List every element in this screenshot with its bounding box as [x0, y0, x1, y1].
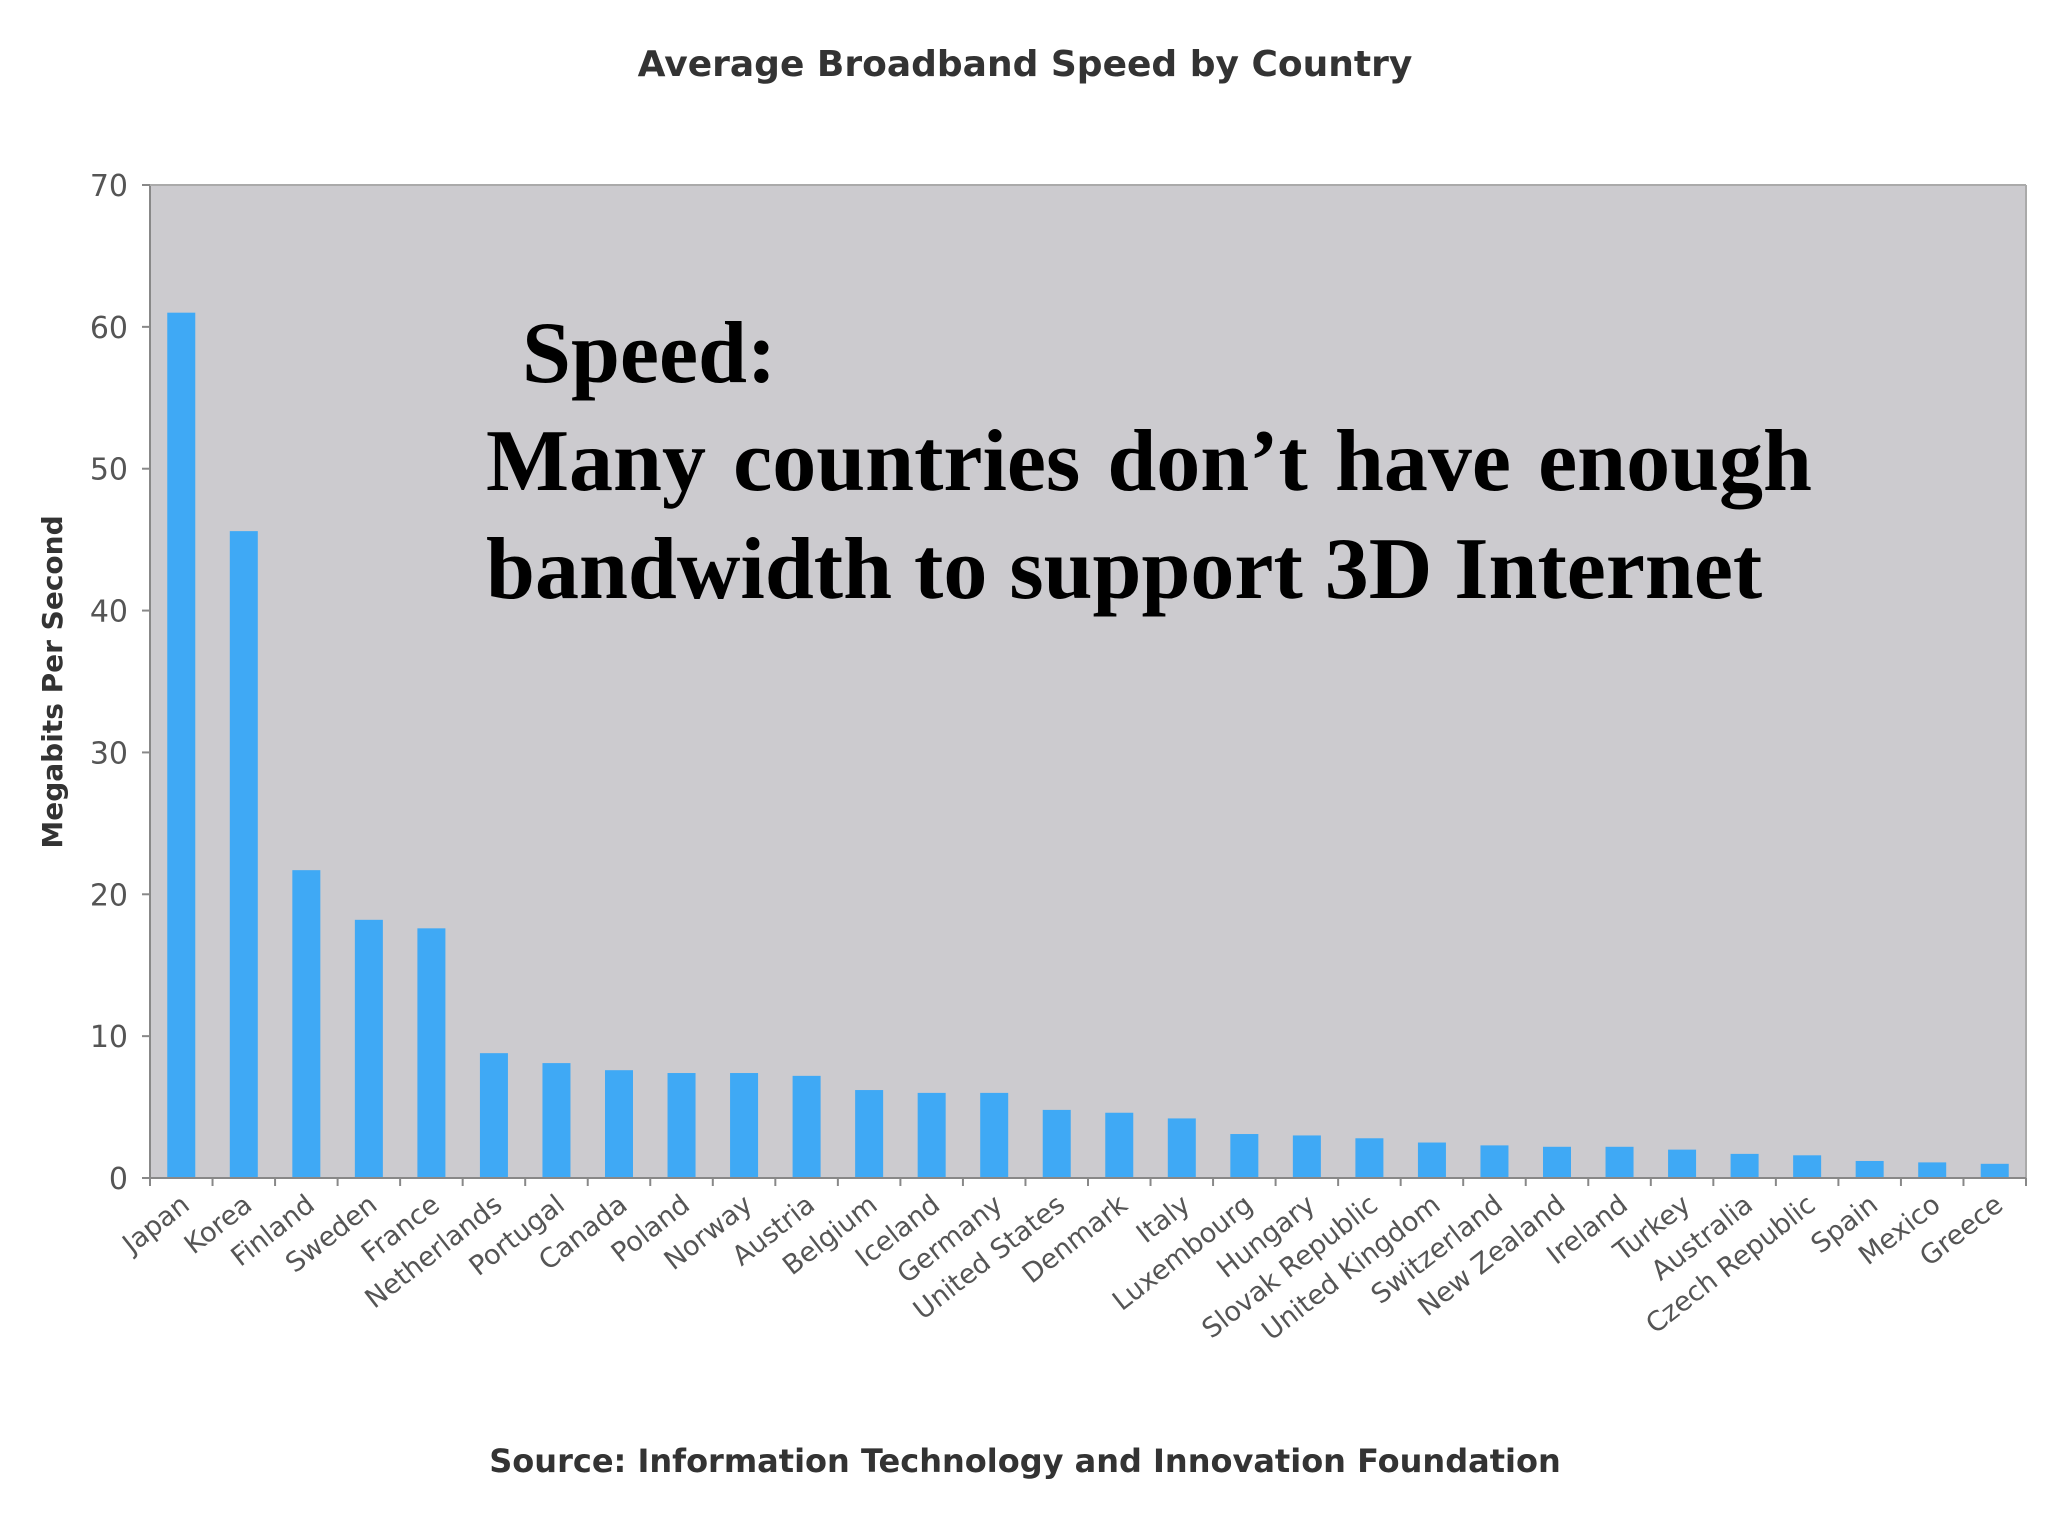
bar — [917, 1092, 946, 1178]
y-tick-label: 40 — [90, 595, 128, 630]
bar — [1730, 1153, 1759, 1178]
overlay-text: Speed: Many countries don’t have enough … — [486, 300, 1812, 624]
bar — [1605, 1146, 1634, 1178]
bar — [980, 1092, 1009, 1178]
x-tick-label: Japan — [116, 1189, 196, 1261]
y-tick-label: 70 — [90, 169, 128, 204]
x-axis: JapanKoreaFinlandSwedenFranceNetherlands… — [116, 1177, 2027, 1347]
bar — [1543, 1146, 1571, 1178]
y-tick-label: 10 — [90, 1020, 128, 1055]
plot-area — [150, 185, 2026, 1178]
bar — [417, 928, 446, 1178]
source-note: Source: Information Technology and Innov… — [489, 1442, 1560, 1480]
bar — [1292, 1135, 1321, 1178]
bar — [792, 1075, 821, 1178]
y-tick-label: 20 — [90, 878, 128, 913]
bar — [354, 919, 383, 1178]
bar — [479, 1053, 508, 1178]
bar — [1480, 1145, 1509, 1178]
bar — [1105, 1112, 1134, 1178]
bar — [1355, 1138, 1384, 1178]
bar — [730, 1073, 759, 1178]
bar — [855, 1090, 884, 1178]
overlay-heading: Speed: — [522, 305, 777, 402]
bar — [1042, 1109, 1071, 1178]
bar-series — [167, 312, 2009, 1179]
y-tick-label: 0 — [109, 1162, 128, 1197]
y-tick-label: 50 — [90, 453, 128, 488]
bar — [167, 312, 196, 1179]
chart-title: Average Broadband Speed by Country — [638, 44, 1413, 85]
bar — [1918, 1162, 1947, 1178]
bar — [1793, 1155, 1822, 1178]
y-axis: 0 10 20 30 40 50 60 70 — [90, 169, 2027, 1197]
bar — [1417, 1142, 1446, 1178]
y-tick-label: 60 — [90, 311, 128, 346]
bar — [292, 870, 321, 1178]
bar — [1167, 1118, 1196, 1178]
y-tick-label: 30 — [90, 736, 128, 771]
bar — [1230, 1134, 1259, 1178]
bar — [229, 531, 258, 1178]
overlay-body: Many countries don’t have enough bandwid… — [486, 413, 1812, 618]
bar — [1855, 1160, 1884, 1178]
bar — [1980, 1163, 2009, 1178]
bar — [605, 1070, 633, 1178]
bar — [1668, 1149, 1697, 1178]
bar — [667, 1073, 696, 1178]
bar — [542, 1063, 571, 1178]
y-axis-label: Megabits Per Second — [36, 515, 69, 848]
